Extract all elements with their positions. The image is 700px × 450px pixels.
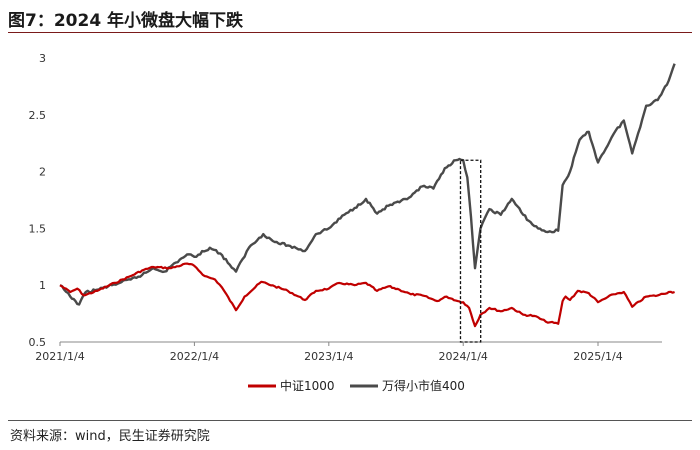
y-axis-ticks: 0.5 1 1.5 2 2.5 3 [29,52,47,349]
series-line-smallcap400 [59,63,676,306]
y-tick-label: 2.5 [29,109,47,122]
x-tick-label: 2022/1/4 [170,350,219,363]
drawdown-highlight-box [459,159,482,343]
x-tick-label: 2023/1/4 [304,350,353,363]
x-axis-ticks: 2021/1/4 2022/1/4 2023/1/4 2024/1/4 2025/1/4 [35,342,623,363]
figure-title: 图7：2024 年小微盘大幅下跌 [8,11,244,31]
legend-label: 万得小市值400 [382,378,465,393]
y-tick-label: 0.5 [29,336,47,349]
legend: 中证1000 万得小市值400 [248,378,465,393]
y-tick-label: 1 [39,279,46,292]
series-line-csi1000 [59,262,675,328]
x-tick-label: 2021/1/4 [35,350,84,363]
x-tick-label: 2025/1/4 [573,350,622,363]
y-tick-label: 2 [39,166,46,179]
y-tick-label: 1.5 [29,222,47,235]
source-divider [8,420,692,421]
y-tick-label: 3 [39,52,46,65]
title-divider [8,32,692,33]
source-note: 资料来源：wind，民生证券研究院 [10,429,210,444]
line-chart: 0.511.522.53 2021/1/4 2022/1/4 2023/1/4 202… [29,52,676,393]
series-layer [59,63,676,328]
legend-label: 中证1000 [280,378,335,393]
x-tick-label: 2024/1/4 [439,350,488,363]
